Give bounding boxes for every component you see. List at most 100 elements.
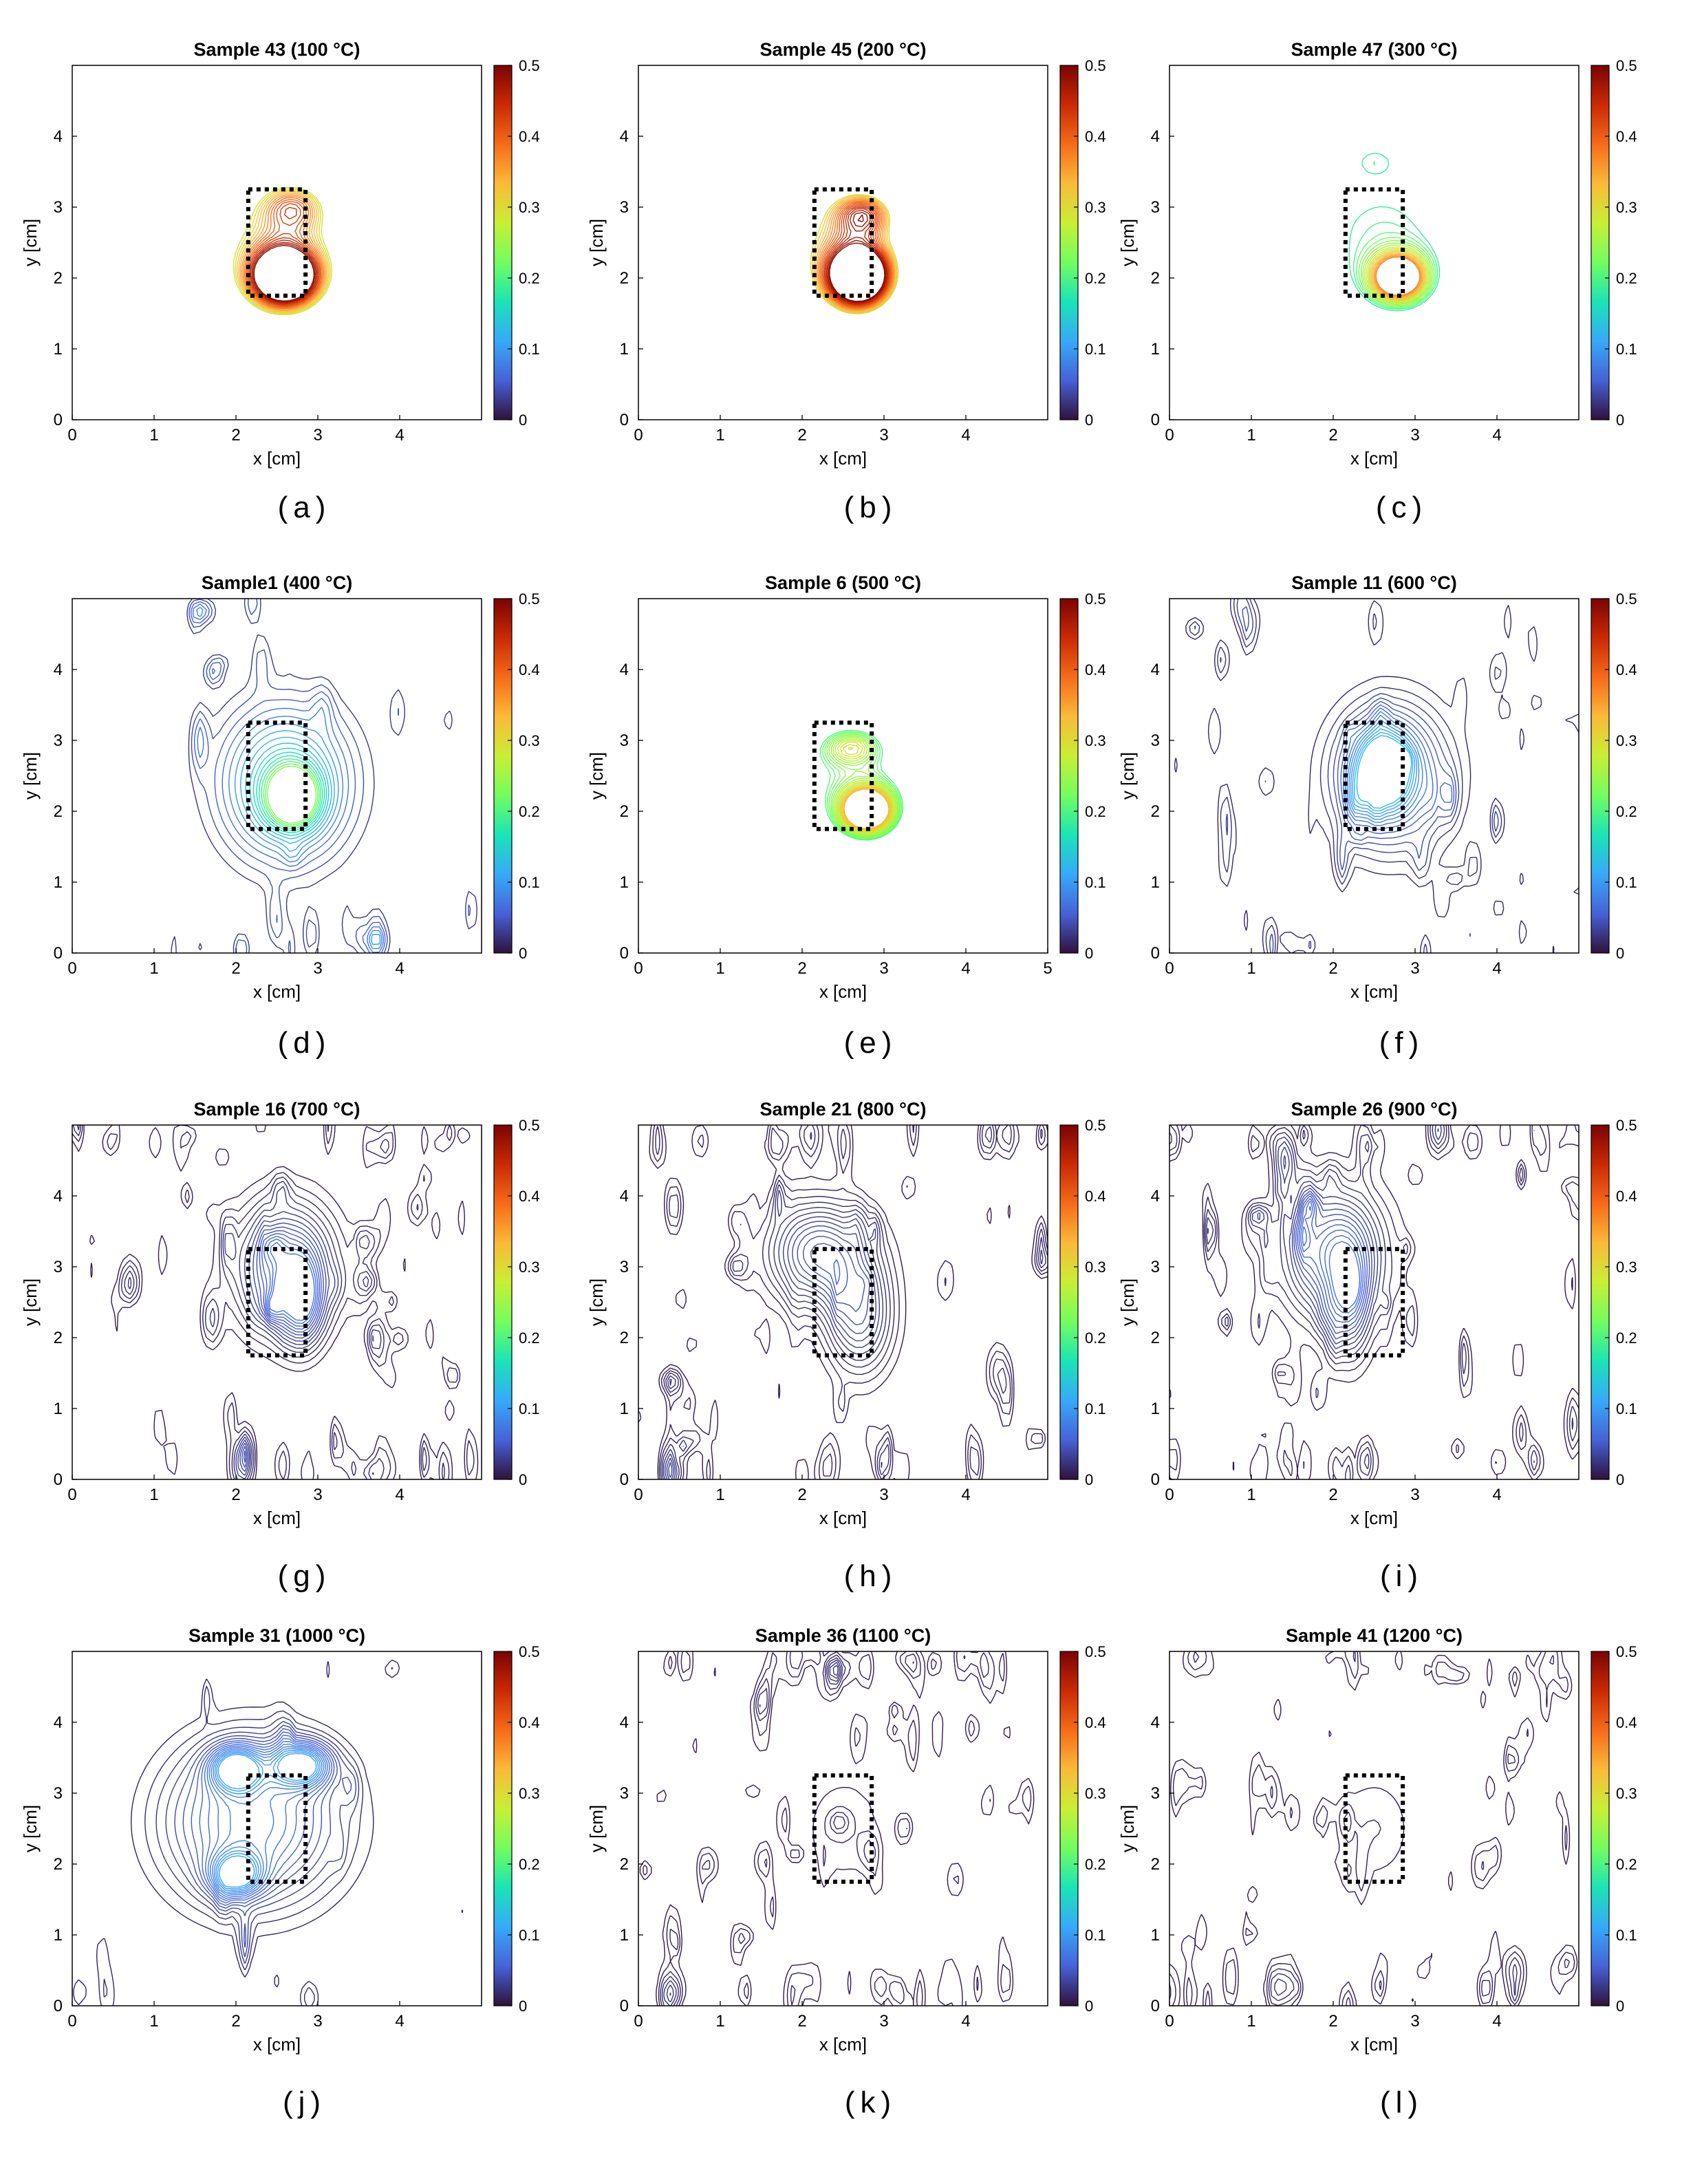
x-axis-label: x [cm]: [253, 981, 301, 1002]
x-tick-label: 0: [634, 2012, 643, 2031]
contour-line: [1169, 1651, 1578, 2006]
x-tick-label: 4: [395, 959, 404, 978]
x-axis-label: x [cm]: [1350, 2034, 1398, 2055]
x-tick-label: 0: [1165, 1486, 1174, 1504]
colorbar-tick-label: 0.4: [1616, 1714, 1637, 1731]
y-tick-label: 3: [54, 1258, 63, 1276]
y-axis-label: y [cm]: [20, 1278, 41, 1326]
contour-line: [1242, 606, 1457, 870]
contour-line: [1257, 1128, 1439, 1349]
y-tick-label: 0: [1151, 1470, 1160, 1489]
panel-label: (c): [1376, 491, 1427, 524]
y-tick-label: 0: [620, 1997, 629, 2015]
x-tick-label: 3: [1410, 959, 1419, 978]
contour-line: [193, 603, 384, 953]
x-axis-label: x [cm]: [253, 1508, 301, 1528]
panel-label: (k): [845, 2086, 896, 2119]
contour-line: [204, 1737, 330, 1901]
y-tick-label: 1: [54, 1400, 63, 1418]
contour-line: [840, 786, 892, 831]
colorbar-tick-label: 0.4: [519, 1188, 540, 1205]
x-tick-label: 2: [231, 426, 240, 445]
sample-outline: [812, 187, 874, 298]
colorbar: [1591, 1651, 1610, 2006]
panel-title: Sample 31 (1000 °C): [188, 1625, 365, 1646]
colorbar-tick-label: 0.2: [1085, 1329, 1106, 1347]
x-tick-label: 2: [797, 959, 806, 978]
x-tick-label: 4: [1492, 1486, 1501, 1504]
contour-line: [250, 239, 318, 304]
y-tick-label: 2: [54, 1855, 63, 1874]
contour-line: [666, 1216, 881, 1480]
axes-frame: [1169, 1124, 1579, 1480]
x-tick-label: 1: [715, 1486, 724, 1504]
y-tick-label: 2: [1151, 802, 1160, 821]
y-axis-label: y [cm]: [20, 752, 41, 800]
contour-line: [1372, 253, 1424, 299]
colorbar-tick-label: 0.3: [1616, 199, 1637, 216]
panel-label: (i): [1380, 1559, 1423, 1593]
colorbar-tick-label: 0.1: [1085, 341, 1106, 358]
x-axis-label: x [cm]: [819, 2034, 867, 2055]
contour-line: [266, 765, 317, 824]
y-tick-label: 3: [1151, 1258, 1160, 1276]
colorbar-tick-label: 0: [1616, 1998, 1624, 2015]
contour-line: [1356, 735, 1412, 809]
colorbar: [1059, 1651, 1079, 2006]
y-tick-label: 4: [620, 1713, 629, 1732]
axes-frame: [638, 598, 1048, 954]
colorbar-tick-label: 0.1: [1085, 1400, 1106, 1417]
colorbar-tick-label: 0.4: [519, 128, 540, 145]
y-tick-label: 4: [1151, 127, 1160, 146]
panel-j: Sample 31 (1000 °C) 0 1 2 3 4 0 1 2 3 4 x [cm] y [cm…: [20, 1625, 540, 2119]
panel-label: (d): [278, 1026, 332, 1060]
panel-title: Sample 45 (200 °C): [760, 39, 927, 60]
y-tick-label: 4: [1151, 661, 1160, 679]
panel-label: (a): [278, 491, 332, 524]
y-axis-label: y [cm]: [586, 1278, 607, 1326]
x-tick-label: 0: [634, 959, 643, 978]
panel-label: (l): [1380, 2086, 1423, 2119]
contour-line: [1352, 728, 1416, 814]
colorbar: [1059, 65, 1079, 420]
contour-field: [639, 1651, 1035, 2006]
axes-frame: [638, 1651, 1048, 2006]
contour-line: [1337, 700, 1455, 841]
contour-line: [829, 214, 885, 302]
y-tick-label: 4: [1151, 1187, 1160, 1206]
contour-line: [216, 1751, 319, 1889]
contour-line: [643, 1651, 1032, 2006]
panel-i: Sample 26 (900 °C) 0 1 2 3 4 0 1 2 3 4 x [cm] y [cm]…: [1117, 1099, 1637, 1593]
colorbar: [1059, 598, 1079, 954]
colorbar: [493, 65, 513, 420]
x-tick-label: 0: [1165, 2012, 1174, 2031]
colorbar-tick-label: 0.3: [519, 199, 540, 216]
colorbar-tick-label: 0: [519, 945, 527, 962]
colorbar: [1591, 598, 1610, 954]
x-tick-label: 3: [1410, 1486, 1419, 1504]
colorbar-tick-label: 0.1: [1085, 874, 1106, 891]
x-tick-label: 3: [313, 426, 322, 445]
y-tick-label: 1: [1151, 873, 1160, 892]
contour-line: [249, 742, 330, 839]
y-tick-label: 0: [54, 1997, 63, 2015]
colorbar-tick-label: 0.2: [1616, 270, 1637, 287]
contour-line: [1169, 1124, 1579, 1480]
panel-k: Sample 36 (1100 °C) 0 1 2 3 4 0 1 2 3 4 x [cm] y [cm…: [586, 1625, 1106, 2119]
y-tick-label: 0: [1151, 1997, 1160, 2015]
x-tick-label: 0: [67, 1486, 76, 1504]
colorbar-tick-label: 0: [1616, 411, 1624, 429]
contour-line: [802, 1236, 865, 1312]
contour-line: [663, 1659, 842, 2006]
x-tick-label: 2: [231, 2012, 240, 2031]
contour-line: [261, 1232, 321, 1330]
colorbar-tick-label: 0.2: [519, 803, 540, 820]
contour-line: [1374, 255, 1422, 297]
panel-c: Sample 47 (300 °C) 0 1 2 3 4 0 1 2 3 4 x [cm] y [cm]…: [1117, 39, 1637, 524]
y-tick-label: 4: [54, 661, 63, 679]
colorbar-tick-label: 0: [519, 1471, 527, 1488]
panel-e: Sample 6 (500 °C) 0 1 2 3 4 5 0 1 2 3 4 x [cm] y [cm]…: [586, 572, 1106, 1060]
contour-line: [256, 751, 325, 833]
contour-line: [76, 1124, 382, 1480]
contour-line: [1368, 249, 1427, 301]
